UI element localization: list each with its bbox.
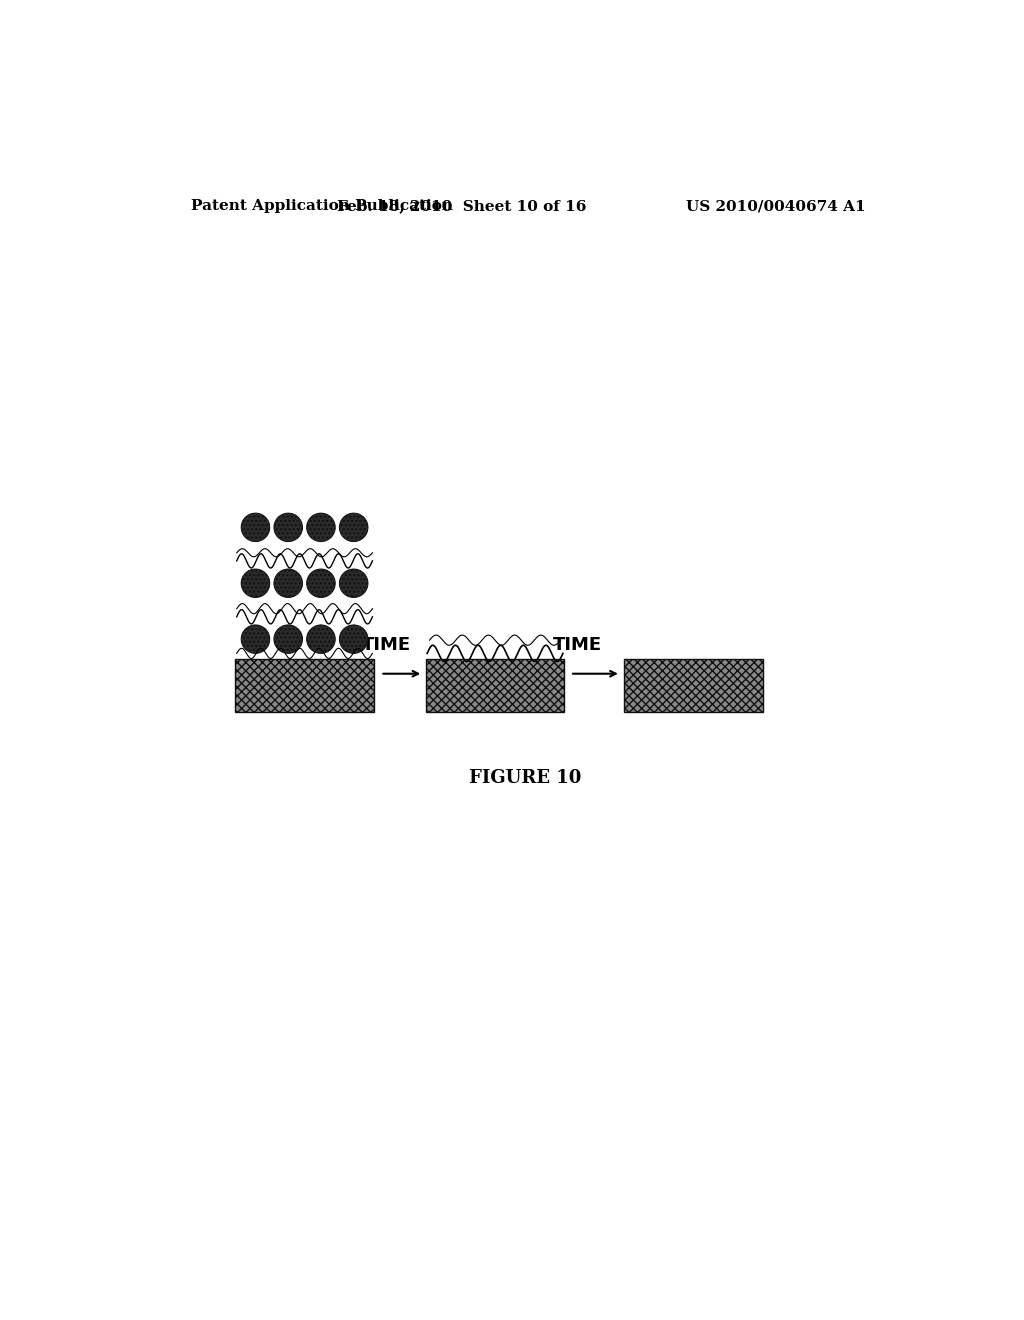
Bar (426, 660, 564, 713)
Ellipse shape (274, 624, 302, 653)
Ellipse shape (242, 569, 269, 598)
Ellipse shape (306, 513, 335, 541)
Ellipse shape (242, 513, 269, 541)
Text: TIME: TIME (362, 636, 412, 655)
Ellipse shape (339, 513, 368, 541)
Text: TIME: TIME (553, 636, 602, 655)
Ellipse shape (306, 569, 335, 598)
Text: Feb. 18, 2010  Sheet 10 of 16: Feb. 18, 2010 Sheet 10 of 16 (337, 199, 586, 213)
Text: US 2010/0040674 A1: US 2010/0040674 A1 (686, 199, 866, 213)
Ellipse shape (339, 569, 368, 598)
Bar (236, 660, 374, 713)
Ellipse shape (274, 569, 302, 598)
Ellipse shape (242, 624, 269, 653)
Ellipse shape (306, 624, 335, 653)
Ellipse shape (274, 513, 302, 541)
Text: FIGURE 10: FIGURE 10 (469, 770, 581, 788)
Bar (624, 660, 763, 713)
Ellipse shape (339, 624, 368, 653)
Text: Patent Application Publication: Patent Application Publication (191, 199, 454, 213)
